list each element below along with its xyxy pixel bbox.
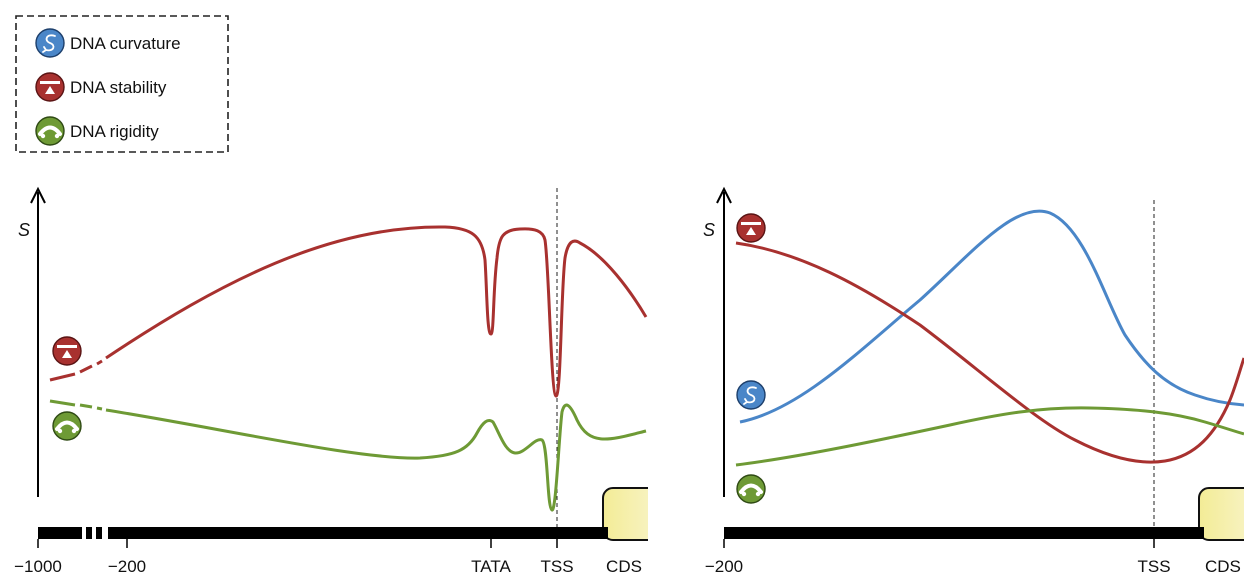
left-cds-box xyxy=(602,487,648,541)
left-dna-bar xyxy=(38,527,608,539)
legend-label-curvature: DNA curvature xyxy=(70,34,181,53)
right-tick-label-tss: TSS xyxy=(1137,557,1170,576)
left-y-axis-arrow xyxy=(30,186,46,204)
right-rigidity-curve xyxy=(735,406,1244,467)
left-stability-curve xyxy=(105,225,648,398)
right-ticks xyxy=(723,539,1155,548)
dna-stability-icon xyxy=(35,72,65,102)
legend-label-stability: DNA stability xyxy=(70,78,167,97)
right-tick-label-minus200: −200 xyxy=(705,557,743,576)
left-rigidity-curve-start xyxy=(49,399,76,407)
right-panel: S xyxy=(703,186,1244,576)
left-y-axis-label: S xyxy=(18,220,30,240)
right-cds-box xyxy=(1198,487,1244,541)
left-panel: S xyxy=(14,186,648,576)
dna-curvature-icon xyxy=(35,28,65,58)
legend-label-rigidity: DNA rigidity xyxy=(70,122,159,141)
dna-curvature-icon xyxy=(736,380,766,410)
right-y-axis-label: S xyxy=(703,220,715,240)
right-curvature-curve xyxy=(739,209,1244,424)
left-stability-curve-start xyxy=(49,372,76,382)
dna-stability-icon xyxy=(52,336,82,366)
legend-item-rigidity: DNA rigidity xyxy=(35,116,159,146)
left-rigidity-curve-dashes xyxy=(79,403,103,411)
left-tick-label-minus1000: −1000 xyxy=(14,557,62,576)
left-tick-label-tss: TSS xyxy=(540,557,573,576)
left-stability-curve-dashes xyxy=(79,359,103,374)
left-rigidity-curve xyxy=(105,403,647,512)
dna-rigidity-icon xyxy=(35,116,65,146)
legend: DNA curvature DNA stability DNA rigidity xyxy=(15,15,229,153)
legend-item-stability: DNA stability xyxy=(35,72,167,102)
left-ticks xyxy=(37,539,558,548)
right-stability-curve xyxy=(735,241,1244,464)
dna-stability-icon xyxy=(736,213,766,243)
legend-item-curvature: DNA curvature xyxy=(35,28,181,58)
left-tick-label-cds: CDS xyxy=(606,557,642,576)
legend-border xyxy=(15,15,229,153)
left-tick-label-tata: TATA xyxy=(471,557,511,576)
dna-rigidity-icon xyxy=(52,411,82,441)
dna-rigidity-icon xyxy=(736,474,766,504)
left-tick-label-minus200: −200 xyxy=(108,557,146,576)
right-dna-bar xyxy=(724,527,1204,539)
right-y-axis-arrow xyxy=(716,186,732,204)
right-tick-label-cds: CDS xyxy=(1205,557,1241,576)
